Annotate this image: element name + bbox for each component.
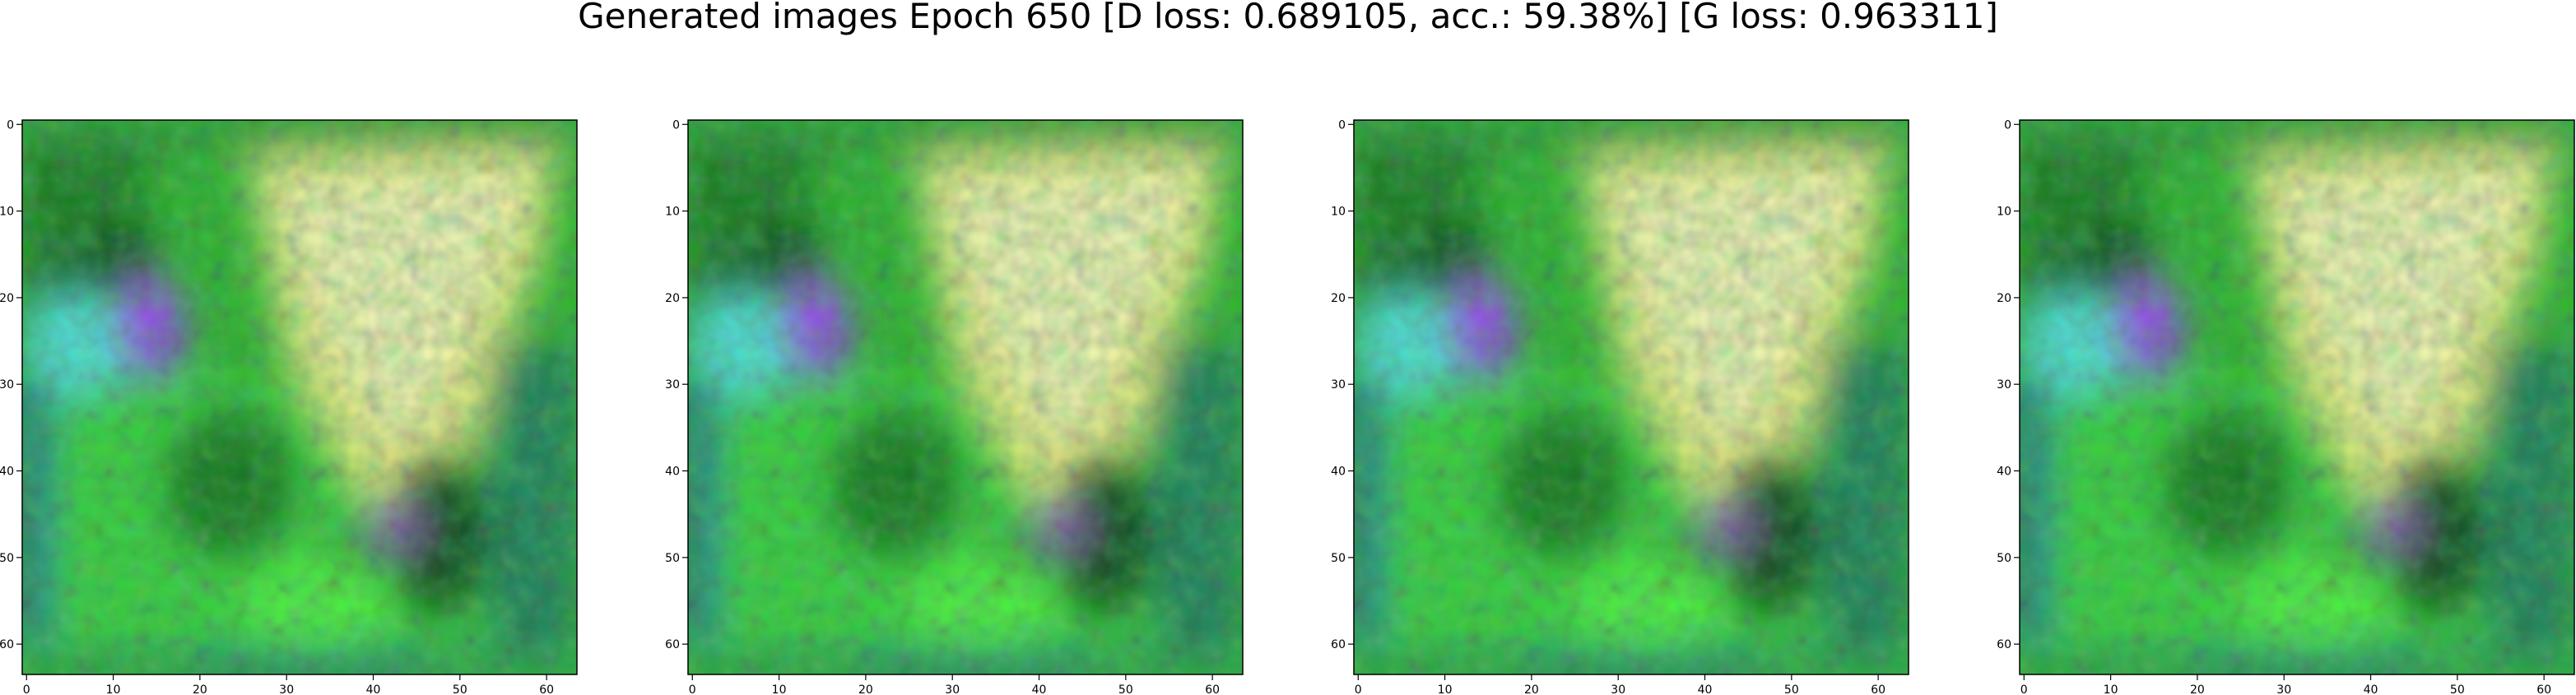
y-tick-label: 60 [1331, 638, 1346, 651]
x-tick-label: 10 [772, 683, 787, 695]
x-tick-label: 40 [1032, 683, 1047, 695]
x-tick-label: 20 [193, 683, 207, 695]
y-tick-label: 50 [1331, 552, 1346, 565]
y-tick-label: 30 [1997, 378, 2011, 392]
axes-frame [687, 119, 1244, 675]
y-tick-label: 0 [7, 118, 14, 132]
generated-image [2020, 120, 2574, 674]
x-tick-label: 0 [1355, 683, 1362, 695]
x-tick-label: 50 [1118, 683, 1133, 695]
axes-frame [1353, 119, 1909, 675]
x-tick-label: 40 [1698, 683, 1713, 695]
x-tick-label: 60 [1205, 683, 1220, 695]
figure-title: Generated images Epoch 650 [D loss: 0.68… [578, 0, 1998, 36]
y-tick-label: 40 [1997, 466, 2011, 479]
y-tick-label: 30 [665, 378, 680, 392]
y-tick-label: 10 [0, 206, 14, 219]
y-tick-label: 40 [1331, 466, 1346, 479]
y-tick-label: 10 [665, 206, 680, 219]
y-tick-label: 50 [0, 552, 14, 565]
x-tick-label: 50 [2450, 683, 2465, 695]
generated-image [1354, 120, 1909, 674]
y-tick-label: 30 [1331, 378, 1346, 392]
image-panel-2: 0 10 20 30 40 50 60 0 10 20 30 40 50 60 [665, 118, 1244, 695]
x-tick-label: 0 [2020, 683, 2028, 695]
axes-frame [21, 119, 578, 675]
x-tick-label: 50 [1784, 683, 1799, 695]
y-tick-label: 0 [2004, 118, 2011, 132]
x-tick-label: 20 [858, 683, 873, 695]
x-tick-label: 0 [689, 683, 696, 695]
y-tick-label: 60 [665, 638, 680, 651]
image-panel-4: 0 10 20 30 40 50 60 0 10 20 30 40 50 60 [1997, 118, 2575, 695]
y-tick-label: 60 [1997, 638, 2011, 651]
x-tick-label: 50 [453, 683, 467, 695]
y-tick-label: 20 [1997, 292, 2011, 305]
y-tick-label: 20 [0, 292, 14, 305]
y-tick-label: 0 [672, 118, 680, 132]
x-tick-label: 60 [1871, 683, 1886, 695]
y-tick-label: 40 [665, 466, 680, 479]
generated-image [22, 120, 577, 674]
generated-image [688, 120, 1243, 674]
y-tick-label: 10 [1997, 206, 2011, 219]
y-tick-label: 30 [0, 378, 14, 392]
x-tick-label: 40 [2364, 683, 2378, 695]
x-tick-label: 10 [2104, 683, 2118, 695]
x-tick-label: 30 [2276, 683, 2291, 695]
y-tick-label: 50 [665, 552, 680, 565]
x-tick-label: 20 [2190, 683, 2205, 695]
x-tick-label: 20 [1524, 683, 1539, 695]
x-tick-label: 30 [945, 683, 960, 695]
y-tick-label: 60 [0, 638, 14, 651]
y-tick-label: 0 [1338, 118, 1346, 132]
x-tick-label: 40 [366, 683, 381, 695]
x-tick-label: 60 [539, 683, 554, 695]
x-tick-label: 30 [1611, 683, 1625, 695]
x-tick-label: 0 [23, 683, 30, 695]
axes-frame [2019, 119, 2575, 675]
x-tick-label: 30 [279, 683, 294, 695]
x-tick-label: 10 [1438, 683, 1453, 695]
x-tick-label: 60 [2536, 683, 2551, 695]
x-tick-label: 10 [106, 683, 121, 695]
y-tick-label: 20 [665, 292, 680, 305]
y-tick-label: 20 [1331, 292, 1346, 305]
image-panel-1: 0 10 20 30 40 50 60 0 10 20 30 40 50 60 [0, 118, 578, 695]
image-panel-3: 0 10 20 30 40 50 60 0 10 20 30 40 50 60 [1331, 118, 1909, 695]
y-tick-label: 10 [1331, 206, 1346, 219]
y-tick-label: 50 [1997, 552, 2011, 565]
y-tick-label: 40 [0, 466, 14, 479]
